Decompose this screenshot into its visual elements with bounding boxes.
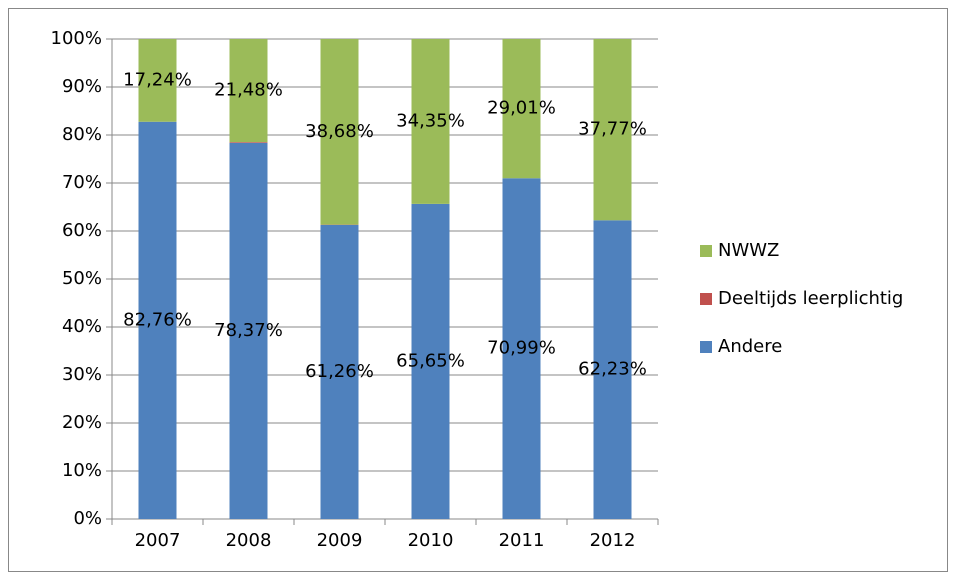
data-label: 82,76% <box>123 309 192 330</box>
y-tick-label: 50% <box>62 268 102 289</box>
y-tick-label: 70% <box>62 172 102 193</box>
bar-segment <box>411 203 450 519</box>
data-label: 78,37% <box>214 320 283 341</box>
bar-segment <box>138 121 177 519</box>
y-tick-label: 20% <box>62 412 102 433</box>
legend-label: Deeltijds leerplichtig <box>718 288 903 309</box>
data-label: 34,35% <box>396 110 465 131</box>
bar-segment <box>138 39 177 122</box>
bar-segment <box>593 39 632 221</box>
x-tick-label: 2012 <box>590 530 636 551</box>
y-tick-label: 40% <box>62 316 102 337</box>
y-tick-label: 0% <box>73 508 102 529</box>
data-label: 38,68% <box>305 121 374 142</box>
bar-segment <box>593 220 632 519</box>
legend-swatch <box>700 245 712 257</box>
bar-segment <box>411 39 450 204</box>
legend-label: NWWZ <box>718 240 779 261</box>
data-label: 37,77% <box>578 119 647 140</box>
x-tick-label: 2007 <box>135 530 181 551</box>
data-label: 65,65% <box>396 350 465 371</box>
y-tick-label: 10% <box>62 460 102 481</box>
y-tick-label: 30% <box>62 364 102 385</box>
data-label: 70,99% <box>487 338 556 359</box>
bar-segment <box>229 39 268 143</box>
data-label: 61,26% <box>305 361 374 382</box>
bar-segment <box>502 178 541 520</box>
legend-swatch <box>700 293 712 305</box>
bar-segment <box>229 142 268 143</box>
y-tick-label: 90% <box>62 76 102 97</box>
y-tick-label: 80% <box>62 124 102 145</box>
y-tick-label: 60% <box>62 220 102 241</box>
bar-segment <box>502 39 541 179</box>
data-label: 17,24% <box>123 69 192 90</box>
bar-segment <box>320 224 359 519</box>
x-tick-label: 2010 <box>408 530 454 551</box>
x-tick-label: 2009 <box>317 530 363 551</box>
data-label: 62,23% <box>578 359 647 380</box>
x-tick-label: 2011 <box>499 530 545 551</box>
bar-segment <box>229 142 268 519</box>
y-tick-label: 100% <box>51 28 102 49</box>
data-label: 21,48% <box>214 80 283 101</box>
legend-label: Andere <box>718 336 782 357</box>
legend-swatch <box>700 341 712 353</box>
data-label: 29,01% <box>487 98 556 119</box>
bar-segment <box>320 39 359 225</box>
x-tick-label: 2008 <box>226 530 272 551</box>
